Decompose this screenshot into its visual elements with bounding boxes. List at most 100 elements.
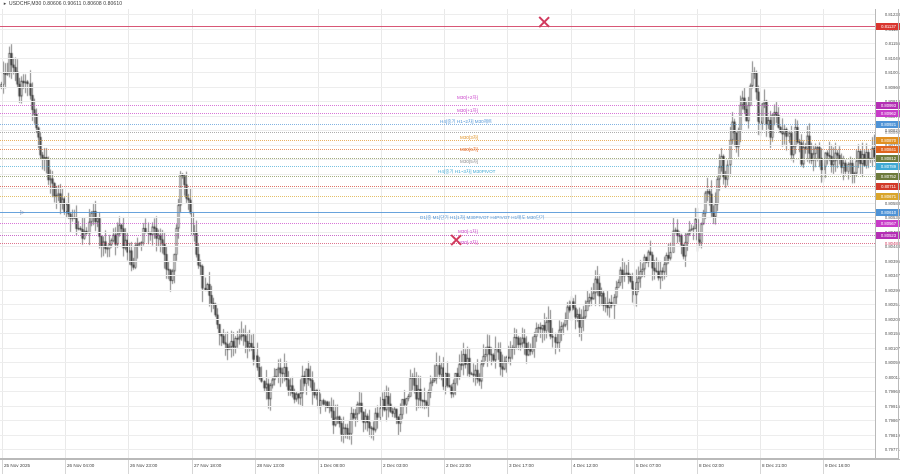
- grid-line-horizontal: [0, 72, 875, 73]
- grid-line-horizontal: [0, 145, 875, 146]
- price-axis-label: 0.80775: [876, 142, 900, 149]
- time-axis-label: 28 Nov 13:00: [257, 463, 285, 468]
- chart-annotation-label[interactable]: H4[중기 H1~2차] M30제트: [440, 119, 493, 124]
- price-level-line[interactable]: [0, 212, 875, 213]
- grid-line-horizontal: [0, 304, 875, 305]
- time-axis-separator: [255, 460, 256, 474]
- grid-line-horizontal: [0, 159, 875, 160]
- time-axis[interactable]: 25 Nov 2025 26 Nov 04:00 26 Nov 23:00 27 No…: [0, 459, 900, 474]
- price-level-badge[interactable]: 0.80962: [876, 110, 900, 117]
- grid-line-horizontal: [0, 101, 875, 102]
- grid-line-horizontal: [0, 362, 875, 363]
- time-axis-separator: [823, 460, 824, 474]
- grid-line-vertical: [507, 9, 508, 459]
- price-level-line[interactable]: [0, 158, 875, 159]
- price-level-line[interactable]: [0, 196, 875, 197]
- price-level-line[interactable]: [0, 166, 875, 167]
- chart-annotation-label[interactable]: M30[5차]: [460, 159, 479, 164]
- time-axis-label: 27 Nov 18:00: [194, 463, 222, 468]
- price-level-line[interactable]: [0, 176, 875, 177]
- price-level-badge[interactable]: 0.80610: [876, 209, 900, 216]
- chart-annotation-label[interactable]: D1[중 M1]단기 H1[1차] M30PIVOT H4PIVOT H1매도 …: [420, 215, 545, 220]
- price-level-line[interactable]: [0, 235, 875, 236]
- price-axis-label: 0.80299: [884, 288, 900, 293]
- chart-annotation-label[interactable]: M30[+2차]: [457, 95, 478, 100]
- time-axis-label: 2 Dec 22:00: [446, 463, 471, 468]
- price-level-line[interactable]: [0, 223, 875, 224]
- grid-line-horizontal: [0, 246, 875, 247]
- price-level-line[interactable]: [0, 243, 875, 244]
- time-axis-separator: [2, 460, 3, 474]
- grid-line-vertical: [381, 9, 382, 459]
- price-level-badge[interactable]: 0.80752: [876, 173, 900, 180]
- price-level-badge[interactable]: 0.80488: [884, 241, 900, 246]
- price-axis[interactable]: 0.81233 0.81137 0.81155 0.81049 0.81001 0.809…: [875, 9, 900, 459]
- x-cross-marker[interactable]: [537, 15, 551, 29]
- price-level-badge[interactable]: 0.80870: [876, 137, 900, 144]
- price-level-badge[interactable]: 0.80711: [876, 183, 900, 190]
- price-axis-label: 0.79963: [884, 389, 900, 394]
- chart-annotation-label[interactable]: M30[3차]: [460, 135, 479, 140]
- grid-line-horizontal: [0, 435, 875, 436]
- time-axis-label: 9 Dec 16:00: [825, 463, 850, 468]
- price-level-badge[interactable]: 0.80812: [876, 155, 900, 162]
- x-cross-marker[interactable]: [449, 233, 463, 247]
- chart-annotation-label[interactable]: M30[-2차]: [458, 240, 478, 245]
- price-level-line[interactable]: [0, 140, 875, 141]
- price-axis-label: 0.80443: [884, 244, 900, 249]
- chart-annotation-label[interactable]: M30[6차]: [460, 147, 479, 152]
- price-level-line[interactable]: [0, 186, 875, 187]
- price-level-badge[interactable]: 0.80841: [876, 146, 900, 153]
- grid-line-horizontal: [0, 116, 875, 117]
- price-axis-label: 0.80347: [884, 273, 900, 278]
- price-axis-label: 0.80203: [884, 317, 900, 322]
- chart-annotation-label[interactable]: M30[-1차]: [458, 229, 478, 234]
- price-level-badge[interactable]: 0.81137: [876, 23, 900, 30]
- price-level-badge[interactable]: 0.80671: [876, 193, 900, 200]
- grid-line-horizontal: [0, 377, 875, 378]
- time-axis-separator: [634, 460, 635, 474]
- price-axis-label: 0.79867: [884, 418, 900, 423]
- price-axis-label: 0.80825: [884, 128, 900, 133]
- grid-line-horizontal: [0, 333, 875, 334]
- time-axis-separator: [128, 460, 129, 474]
- price-level-line[interactable]: [0, 26, 875, 27]
- time-axis-label: 25 Nov 2025: [4, 463, 31, 468]
- chart-plot-area[interactable]: M30[+2차] M30[+1차] H4[중기 H1~2차] M30제트 M30[3차…: [0, 9, 875, 459]
- grid-line-horizontal: [0, 348, 875, 349]
- grid-line-vertical: [318, 9, 319, 459]
- price-level-badge[interactable]: 0.80993: [876, 102, 900, 109]
- chart-annotation-label[interactable]: H4[중기 H1~3차] M30PIVOT: [438, 169, 496, 174]
- price-axis-label: 0.80251: [884, 302, 900, 307]
- price-level-badge[interactable]: 0.80567: [876, 220, 900, 227]
- candlestick-canvas[interactable]: [0, 9, 875, 459]
- bullet-icon: ▸: [3, 1, 7, 7]
- chart-title: USDCHF,M30 0.80606 0.90611 0.80608 0.806…: [9, 1, 123, 7]
- price-axis-label: 0.81155: [885, 41, 900, 46]
- price-level-line[interactable]: [0, 105, 875, 106]
- price-axis-label: 0.79819: [884, 433, 900, 438]
- price-level-badge[interactable]: 0.80523: [876, 232, 900, 239]
- price-level-badge[interactable]: 0.80789: [876, 163, 900, 170]
- price-axis-label: 0.80107: [884, 346, 900, 351]
- price-level-badge[interactable]: 0.80896: [884, 130, 900, 135]
- grid-line-vertical: [634, 9, 635, 459]
- price-axis-label: 0.80960: [884, 85, 900, 90]
- price-axis-label: 0.81001: [884, 70, 900, 75]
- price-axis-label: 0.80913: [876, 98, 900, 105]
- price-level-line[interactable]: [0, 132, 875, 133]
- time-axis-label: 5 Dec 07:00: [636, 463, 661, 468]
- price-axis-label: 0.81049: [884, 56, 900, 61]
- chart-annotation-label[interactable]: M30[+1차]: [457, 108, 478, 113]
- price-level-line[interactable]: [0, 149, 875, 150]
- price-axis-label: 0.80059: [884, 360, 900, 365]
- grid-line-horizontal: [0, 449, 875, 450]
- price-level-badge[interactable]: 0.80921: [876, 121, 900, 128]
- grid-line-vertical: [697, 9, 698, 459]
- price-level-line[interactable]: [0, 113, 875, 114]
- grid-line-horizontal: [0, 261, 875, 262]
- time-axis-separator: [318, 460, 319, 474]
- price-level-line[interactable]: [0, 124, 875, 125]
- time-axis-separator: [507, 460, 508, 474]
